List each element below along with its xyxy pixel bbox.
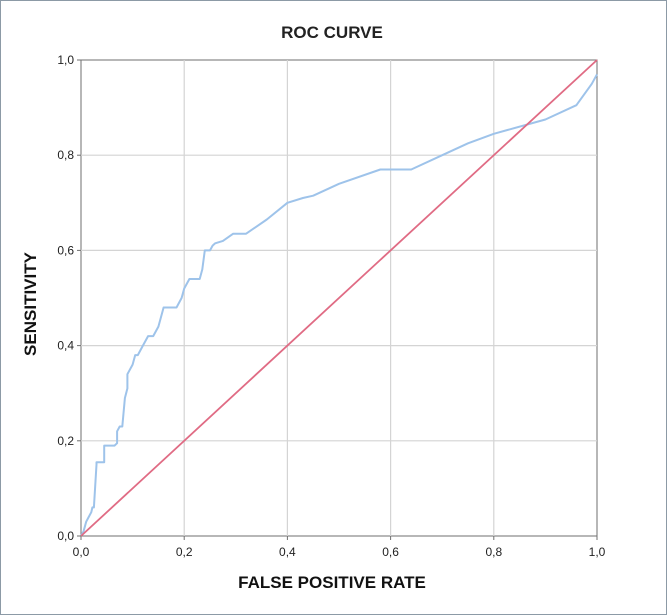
chart-title: ROC CURVE (281, 23, 383, 42)
y-axis-label: SENSITIVITY (21, 251, 40, 356)
roc-curve-line (80, 73, 598, 537)
y-tick-label-0: 0,0 (57, 529, 74, 543)
x-tick-label-1: 0,2 (176, 545, 193, 559)
x-tick-label-0: 0,0 (73, 545, 90, 559)
x-tick-label-3: 0,6 (382, 545, 399, 559)
y-tick-label-2: 0,4 (57, 339, 74, 353)
x-tick-label-4: 0,8 (485, 545, 502, 559)
tick-layer: 0,0 0,2 0,4 0,6 0,8 1,0 0,0 0,2 0,4 0,6 0,8 1,0 (57, 53, 605, 559)
y-tick-label-1: 0,2 (57, 434, 74, 448)
y-tick-label-4: 0,8 (57, 148, 74, 162)
y-tick-label-3: 0,6 (57, 243, 74, 257)
series-layer (80, 59, 598, 537)
x-tick-label-2: 0,4 (279, 545, 296, 559)
x-tick-label-5: 1,0 (589, 545, 606, 559)
grid-layer (81, 60, 597, 536)
reference-line (80, 59, 598, 537)
y-tick-label-5: 1,0 (57, 53, 74, 67)
x-axis-label: FALSE POSITIVE RATE (238, 573, 426, 592)
